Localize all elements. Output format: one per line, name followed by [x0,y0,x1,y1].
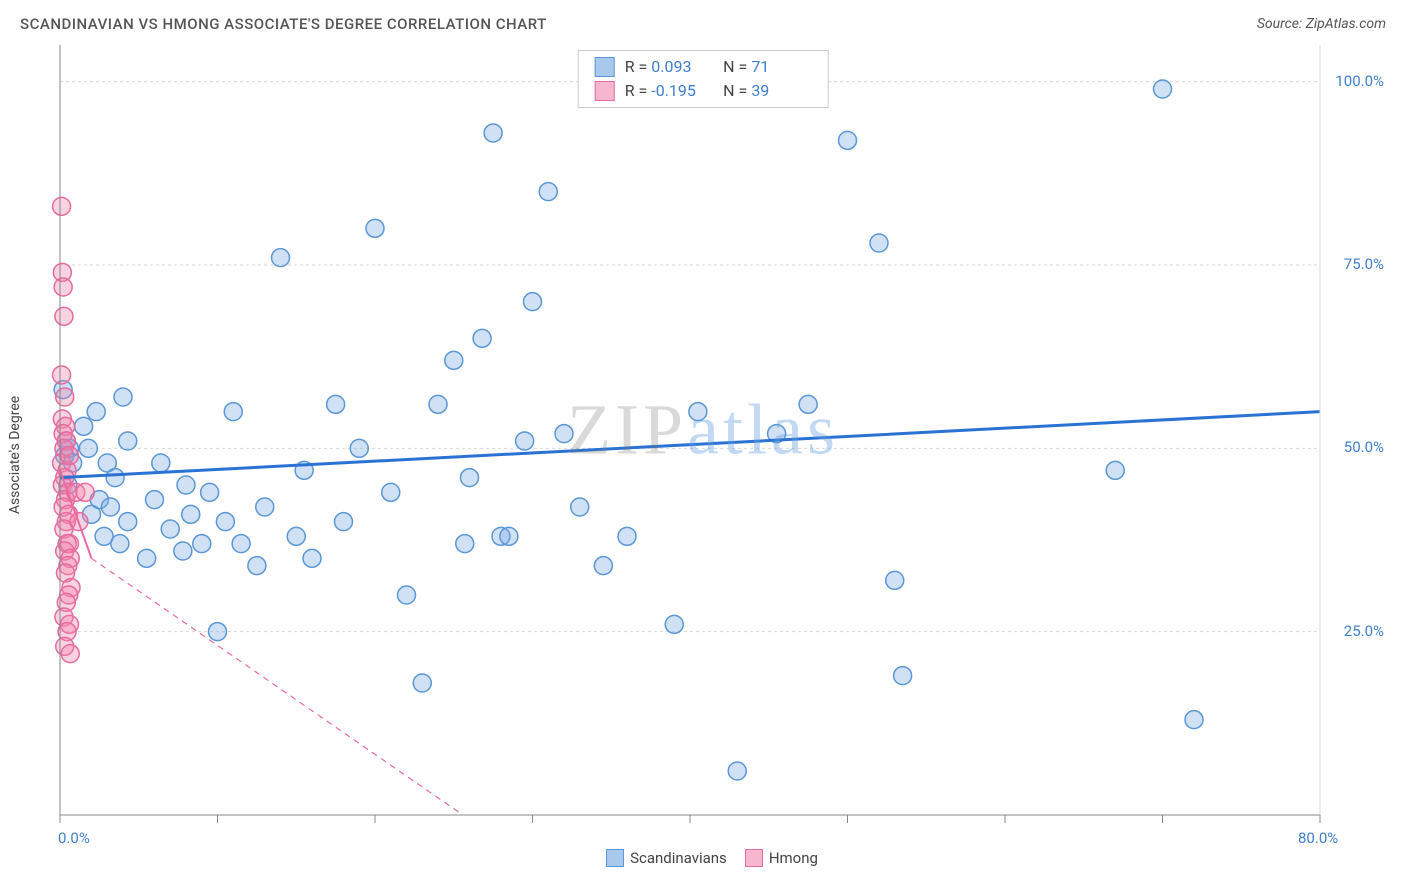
data-point [256,498,274,516]
data-point [303,549,321,567]
data-point [138,549,156,567]
data-point [461,469,479,487]
data-point [456,535,474,553]
data-point [76,483,94,501]
legend-swatch [745,849,763,867]
y-tick-label: 100.0% [1335,72,1384,90]
data-point [516,432,534,450]
data-point [1154,80,1172,98]
data-point [119,432,137,450]
data-point [61,645,79,663]
data-point [248,557,266,575]
data-point [182,505,200,523]
data-point [350,439,368,457]
data-point [555,425,573,443]
data-point [445,351,463,369]
data-point [111,535,129,553]
data-point [398,586,416,604]
data-point [75,417,93,435]
legend-swatch [595,57,615,77]
data-point [1106,461,1124,479]
data-point [54,278,72,296]
data-point [60,447,78,465]
data-point [216,513,234,531]
y-tick-label: 50.0% [1344,438,1384,456]
data-point [335,513,353,531]
data-point [114,388,132,406]
source-credit: Source: ZipAtlas.com [1257,16,1386,32]
data-point [382,483,400,501]
stats-row: R = -0.195 N = 39 [595,79,812,103]
y-axis-label: Associate's Degree [7,396,23,514]
data-point [413,674,431,692]
data-point [79,439,97,457]
x-tick-label: 0.0% [58,829,90,847]
data-point [224,403,242,421]
legend-swatch [595,81,615,101]
data-point [174,542,192,560]
data-point [429,395,447,413]
legend-label: Scandinavians [630,849,727,867]
data-point [287,527,305,545]
data-point [201,483,219,501]
data-point [524,293,542,311]
data-point [119,513,137,531]
series-legend: Scandinavians Hmong [20,849,1386,867]
y-tick-label: 75.0% [1344,255,1384,273]
data-point [500,527,518,545]
data-point [101,498,119,516]
chart-container: Associate's Degree ZIPatlas R = 0.093 N … [20,45,1386,865]
data-point [193,535,211,553]
legend-label: Hmong [769,849,818,867]
data-point [665,615,683,633]
data-point [728,762,746,780]
data-point [618,527,636,545]
data-point [161,520,179,538]
data-point [146,491,164,509]
data-point [1185,711,1203,729]
data-point [272,249,290,267]
data-point [327,395,345,413]
page-title: SCANDINAVIAN VS HMONG ASSOCIATE'S DEGREE… [20,15,547,33]
data-point [839,131,857,149]
legend-swatch [606,849,624,867]
data-point [594,557,612,575]
data-point [106,469,124,487]
data-point [152,454,170,472]
data-point [53,197,71,215]
data-point [870,234,888,252]
data-point [177,476,195,494]
data-point [689,403,707,421]
data-point [894,667,912,685]
data-point [87,403,105,421]
data-point [209,623,227,641]
data-point [56,388,74,406]
x-tick-label: 80.0% [1298,829,1338,847]
stats-legend: R = 0.093 N = 71R = -0.195 N = 39 [578,50,829,108]
data-point [473,329,491,347]
data-point [539,183,557,201]
data-point [571,498,589,516]
data-point [232,535,250,553]
data-point [484,124,502,142]
data-point [366,219,384,237]
data-point [799,395,817,413]
y-tick-label: 25.0% [1344,622,1384,640]
data-point [886,571,904,589]
stats-row: R = 0.093 N = 71 [595,55,812,79]
data-point [53,366,71,384]
data-point [55,307,73,325]
